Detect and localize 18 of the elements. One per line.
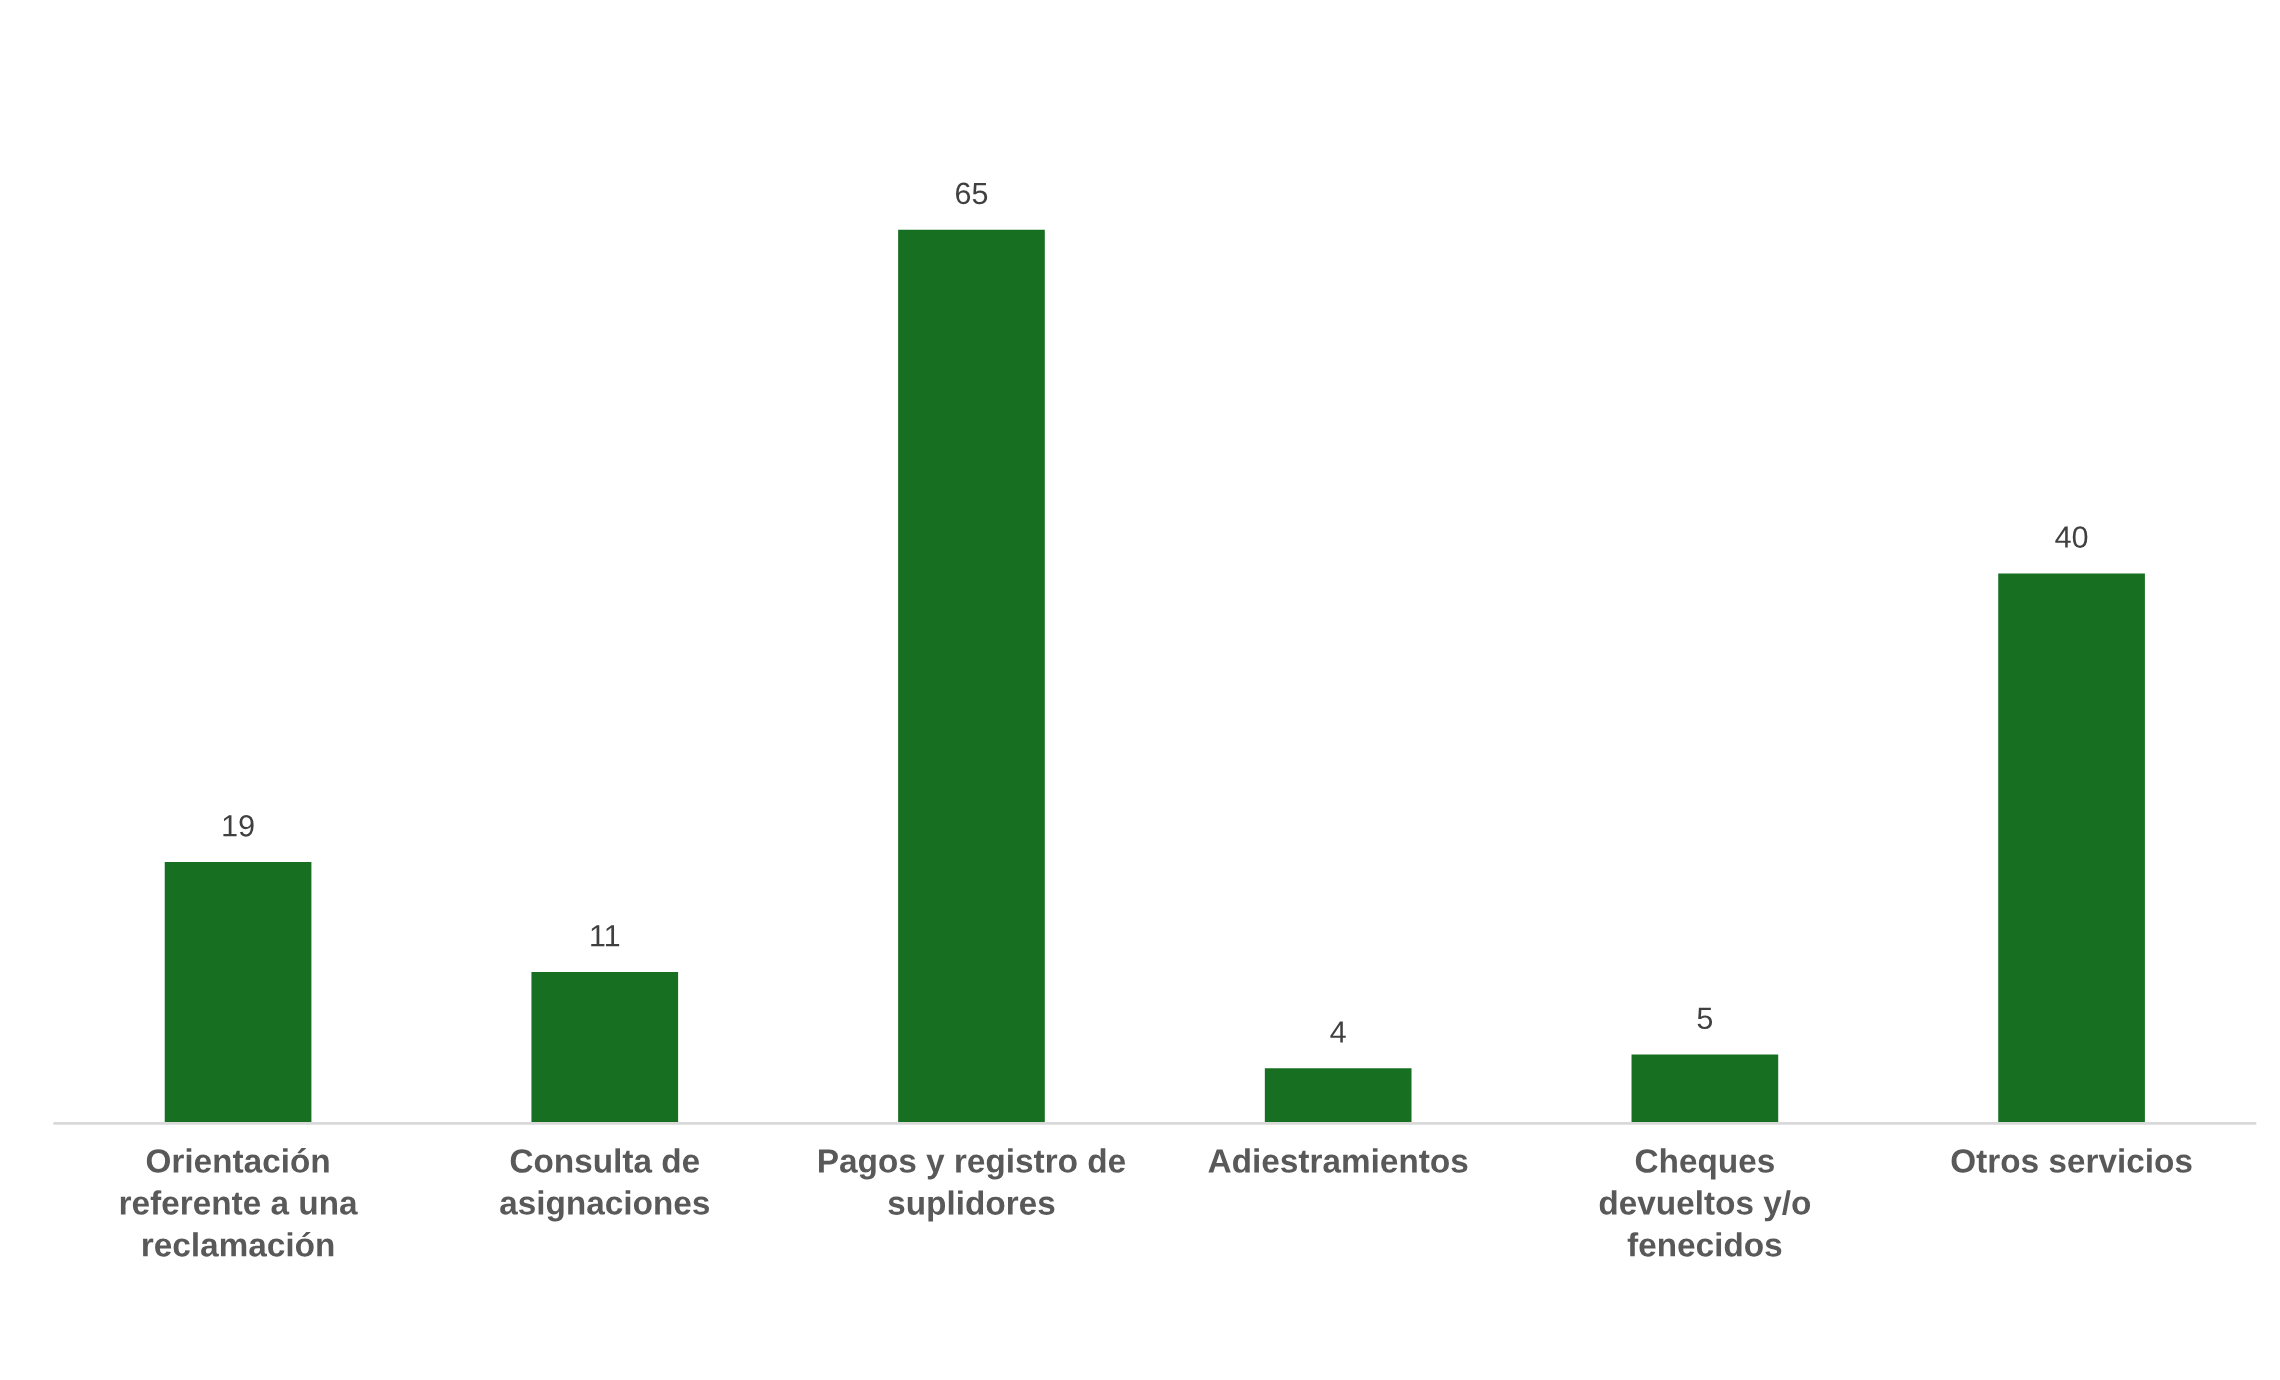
bar xyxy=(898,229,1045,1124)
data-label: 19 xyxy=(223,814,254,837)
data-label: 5 xyxy=(1697,1007,1713,1030)
data-label: 65 xyxy=(956,182,988,205)
x-tick-label: Orientación referente a una reclamación xyxy=(120,1148,358,1257)
bar xyxy=(1264,1068,1412,1124)
bar xyxy=(1631,1054,1779,1124)
bar xyxy=(1998,573,2145,1124)
x-tick-label: Consulta de asignaciones xyxy=(500,1148,710,1222)
bar xyxy=(531,972,679,1124)
bar xyxy=(164,862,312,1124)
x-tick-label: Pagos y registro de suplidores xyxy=(819,1148,1126,1222)
x-tick-label: Cheques devueltos y/o fenecidos xyxy=(1599,1148,1811,1257)
data-label: 11 xyxy=(591,925,620,947)
data-label: 40 xyxy=(2055,526,2088,548)
data-label: 4 xyxy=(1330,1021,1346,1043)
x-tick-label: Otros servicios xyxy=(1951,1148,2192,1173)
x-tick-label: Adiestramientos xyxy=(1208,1148,1468,1173)
